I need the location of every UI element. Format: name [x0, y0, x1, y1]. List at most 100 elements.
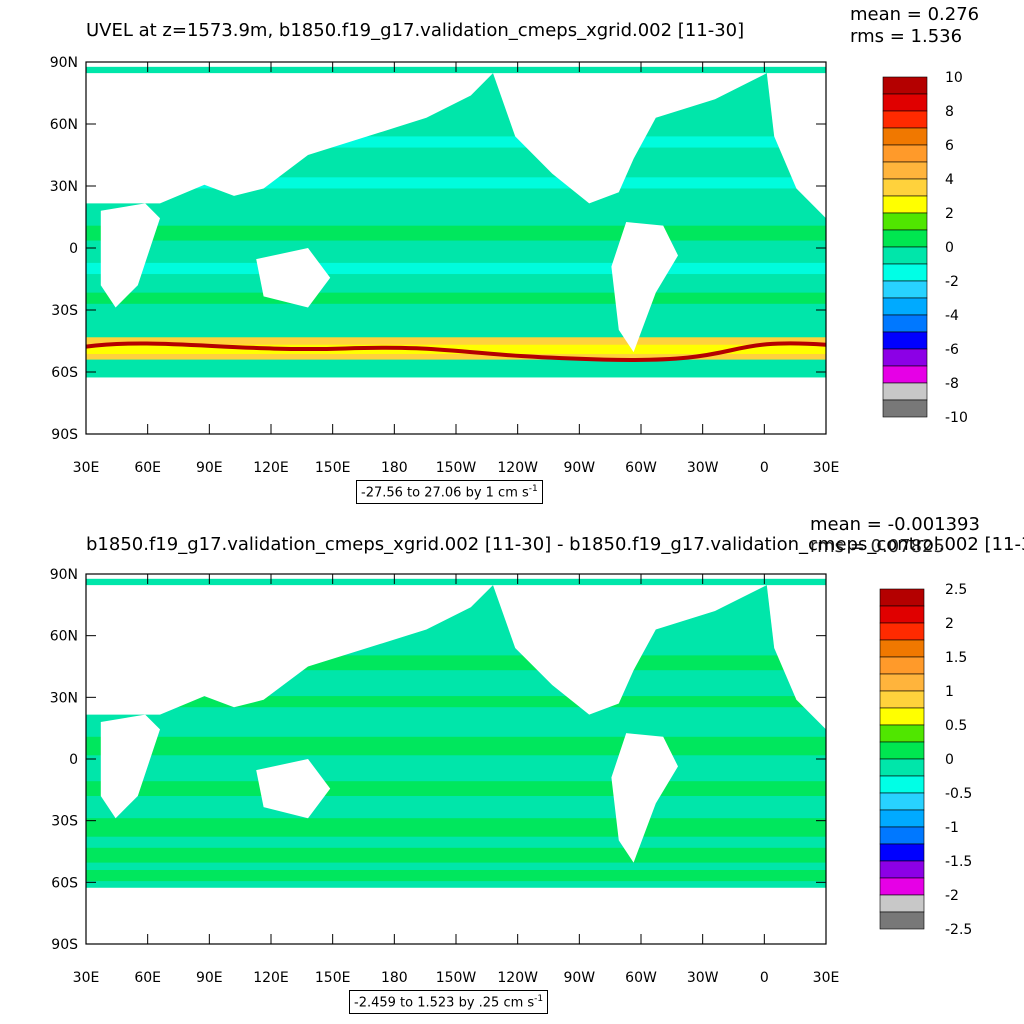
rms-stat: rms = 1.536: [850, 26, 963, 47]
y-axis-labels: 90N 60N 30N 0 30S 60S 90S: [50, 567, 78, 953]
map-field: [85, 66, 827, 434]
x-tick-label: 30W: [687, 460, 719, 476]
y-tick-label: 90N: [50, 55, 78, 71]
land-mass: [86, 585, 493, 715]
x-tick-label: 60W: [625, 460, 657, 476]
land-mass: [86, 381, 826, 434]
x-tick-label: 30W: [687, 970, 719, 986]
land-mass: [100, 714, 160, 819]
x-axis-labels: 30E 60E 90E 120E 150E 180 150W 120W 90W 60W 30W 0 30…: [73, 460, 840, 476]
colorbar-swatch: [882, 76, 928, 95]
land-mass: [611, 733, 678, 863]
zonal-band: [86, 696, 826, 708]
zonal-band: [86, 870, 826, 882]
x-tick-label: 60E: [134, 970, 161, 986]
colorbar-swatch: [879, 656, 925, 675]
colorbar-label: 2: [945, 616, 954, 632]
zonal-band: [86, 262, 826, 275]
zonal-band: [86, 818, 826, 837]
y-tick-label: 60S: [51, 875, 78, 891]
y-tick-label: 60N: [50, 117, 78, 133]
bottom-map-panel: b1850.f19_g17.validation_cmeps_xgrid.002…: [0, 512, 1024, 1024]
colorbar-label: 6: [945, 138, 954, 154]
colorbar-swatch: [882, 246, 928, 265]
contour-range-box: -27.56 to 27.06 by 1 cm s-1: [356, 480, 543, 505]
colorbar-swatch: [879, 588, 925, 607]
top-map-panel: UVEL at z=1573.9m, b1850.f19_g17.validat…: [50, 4, 980, 505]
x-tick-label: 90E: [196, 970, 223, 986]
colorbar-swatch: [882, 348, 928, 367]
colorbar-label: 1.5: [945, 650, 967, 666]
x-axis-labels: 30E 60E 90E 120E 150E 180 150W 120W 90W 60W 30W 0 30…: [73, 970, 840, 986]
x-tick-label: 60W: [625, 970, 657, 986]
colorbar-swatch: [882, 280, 928, 299]
x-tick-label: 150W: [436, 970, 477, 986]
land-mass: [100, 203, 160, 308]
y-tick-label: 0: [69, 752, 78, 768]
colorbar-swatch: [882, 93, 928, 112]
land-mass: [86, 892, 826, 944]
y-tick-label: 30N: [50, 690, 78, 706]
x-tick-label: 120E: [253, 460, 289, 476]
colorbar-label: -10: [945, 410, 968, 426]
x-tick-label: 150E: [315, 970, 351, 986]
colorbar-swatch: [882, 297, 928, 316]
colorbar-label: -8: [945, 376, 959, 392]
colorbar-swatch: [879, 724, 925, 743]
zonal-band: [86, 847, 826, 863]
range-superscript: -1: [534, 994, 544, 1004]
colorbar-swatch: [879, 605, 925, 624]
colorbar-label: 1: [945, 684, 954, 700]
map-field: [86, 578, 826, 944]
colorbar-swatch: [879, 639, 925, 658]
colorbar-swatch: [879, 741, 925, 760]
colorbar-swatch: [882, 365, 928, 384]
y-tick-label: 90S: [51, 937, 78, 953]
colorbar-swatch: [882, 314, 928, 333]
y-tick-label: 90S: [51, 427, 78, 443]
land-mass: [256, 759, 331, 819]
colorbar-label: -0.5: [945, 786, 972, 802]
colorbar-swatch: [882, 229, 928, 248]
x-tick-label: 30E: [813, 460, 840, 476]
land-mass: [86, 73, 493, 204]
x-tick-label: 90E: [196, 460, 223, 476]
colorbar-swatch: [879, 792, 925, 811]
x-tick-label: 30E: [813, 970, 840, 986]
colorbar-label: -1: [945, 820, 959, 836]
colorbar-swatch: [882, 382, 928, 401]
range-superscript: -1: [528, 484, 538, 494]
x-tick-label: 60E: [134, 460, 161, 476]
colorbar-swatch: [882, 161, 928, 180]
colorbar-label: 8: [945, 104, 954, 120]
colorbar-label: 2: [945, 206, 954, 222]
y-tick-label: 30S: [51, 303, 78, 319]
map-title: UVEL at z=1573.9m, b1850.f19_g17.validat…: [86, 20, 745, 41]
colorbar-swatch: [879, 877, 925, 896]
colorbar-label: -2: [945, 274, 959, 290]
zonal-band: [86, 736, 826, 756]
colorbar-swatch: [882, 178, 928, 197]
colorbar-label: -1.5: [945, 854, 972, 870]
x-tick-label: 120E: [253, 970, 289, 986]
colorbar: 10 8 6 4 2 0 -2 -4 -6 -8 -10: [882, 70, 968, 426]
colorbar-swatch: [879, 707, 925, 726]
colorbar-swatch: [882, 110, 928, 129]
land-mass: [256, 248, 331, 308]
colorbar-label: -2: [945, 888, 959, 904]
x-tick-label: 180: [381, 970, 408, 986]
x-tick-label: 0: [760, 970, 769, 986]
x-tick-label: 180: [381, 460, 408, 476]
zonal-band: [86, 292, 826, 304]
x-tick-label: 120W: [497, 460, 538, 476]
mean-stat: mean = 0.276: [850, 4, 980, 25]
colorbar-label: 0: [945, 752, 954, 768]
range-text: -27.56 to 27.06 by 1 cm s: [361, 485, 529, 501]
colorbar: 2.5 2 1.5 1 0.5 0 -0.5 -1 -1.5 -2 -2.5: [879, 582, 972, 938]
x-tick-label: 0: [760, 460, 769, 476]
land-mass: [766, 585, 826, 730]
colorbar-swatch: [882, 331, 928, 350]
range-text: -2.459 to 1.523 by .25 cm s: [354, 995, 535, 1011]
colorbar-label: 0: [945, 240, 954, 256]
map-frame: [85, 573, 827, 945]
